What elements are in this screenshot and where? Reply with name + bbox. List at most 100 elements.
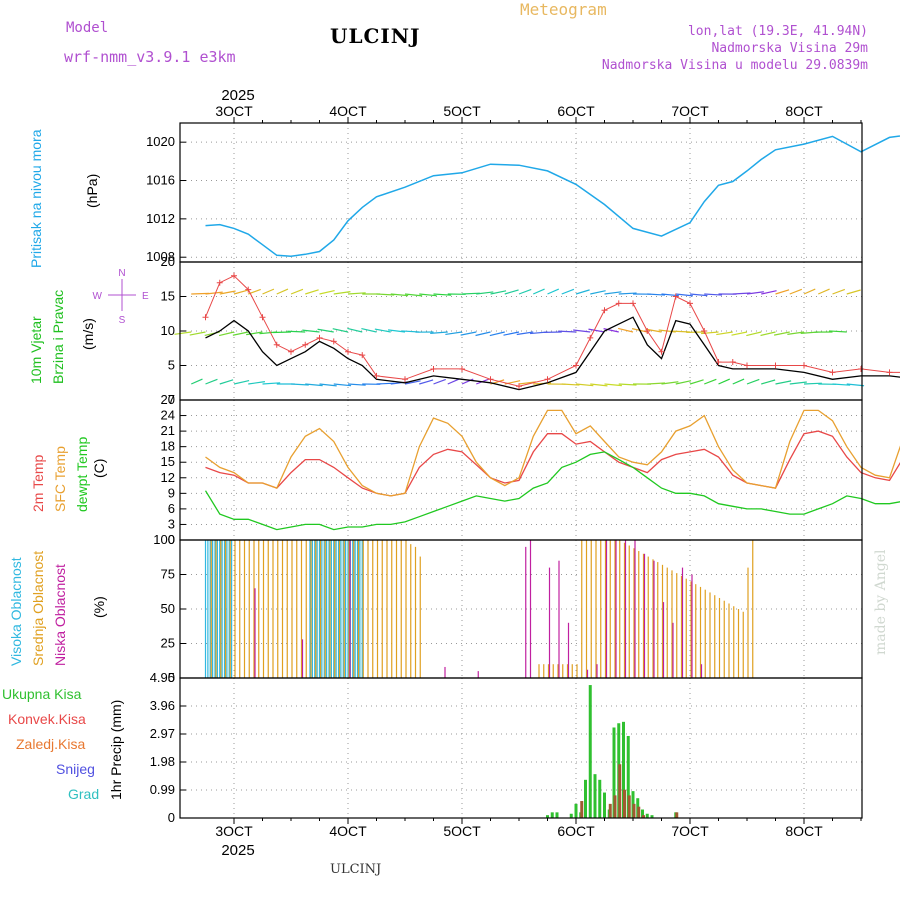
gust-marker — [715, 359, 722, 366]
gust-marker — [644, 328, 651, 334]
wind-arrow — [618, 383, 637, 386]
wind-arrow — [689, 379, 704, 385]
total-rain-bar — [598, 779, 602, 818]
wind-arrow — [218, 331, 235, 337]
gust-marker — [459, 365, 465, 372]
gust-marker — [829, 369, 836, 376]
temp-tick-label: 12 — [161, 470, 175, 485]
gust-marker — [330, 338, 337, 345]
dewpoint-line — [204, 451, 900, 531]
wind-arrow — [219, 379, 234, 385]
wind-arrow — [558, 330, 577, 333]
gust-marker — [216, 279, 223, 286]
temp-tick-label: 15 — [161, 454, 175, 469]
wind-arrow — [818, 288, 830, 295]
elevation-label: Nadmorska Visina 29m — [711, 41, 868, 56]
wind-arrow — [290, 288, 304, 295]
model-elevation-label: Nadmorska Visina u modelu 29.0839m — [601, 58, 868, 73]
wind-arrow — [447, 378, 460, 385]
wind-arrow — [832, 383, 851, 386]
wind-arrow — [262, 382, 281, 385]
wind-arrow — [287, 330, 306, 333]
gust-marker — [658, 348, 665, 355]
gust-marker — [544, 376, 551, 383]
wind-arrow — [675, 380, 692, 385]
convective-rain-bar — [627, 795, 631, 818]
wind-arrow — [445, 331, 463, 336]
wind-arrow — [789, 288, 803, 295]
wind-arrow — [233, 379, 250, 385]
wind-arrow — [604, 291, 622, 295]
cloud-tick-label: 0 — [168, 670, 175, 685]
legend-convective-rain: Konvek.Kisa — [8, 711, 86, 727]
total-rain-bar — [550, 812, 554, 818]
total-rain-bar — [555, 812, 559, 818]
compass-w: W — [93, 291, 103, 302]
wind-arrow — [347, 292, 366, 295]
wind-arrow — [561, 288, 575, 295]
convective-rain-bar — [637, 806, 641, 818]
wind-arrow — [828, 330, 847, 333]
temp-tick-label: 9 — [168, 485, 175, 500]
bottom-day-label: 4OCT — [329, 823, 367, 839]
wind-arrow — [732, 292, 751, 295]
wind-arrow — [761, 379, 776, 385]
wind-arrow — [319, 383, 337, 387]
cloud-tick-label: 25 — [161, 636, 175, 651]
bottom-day-label: 3OCT — [215, 823, 253, 839]
wind-arrow — [573, 329, 591, 333]
cloud-tick-label: 75 — [161, 567, 175, 582]
wind-arrow — [689, 293, 708, 297]
wind-arrow — [603, 328, 619, 333]
temp-tick-label: 18 — [161, 439, 175, 454]
cloud-tick-label: 50 — [161, 601, 175, 616]
total-rain-bar — [593, 774, 597, 818]
pressure-tick-label: 1012 — [146, 211, 175, 226]
gust-marker — [858, 365, 864, 372]
wind-arrow — [376, 293, 395, 296]
total-rain-bar — [650, 815, 654, 818]
wind-arrow — [846, 289, 861, 295]
gust-marker — [729, 359, 736, 366]
wind-arrow — [789, 381, 807, 385]
precip-tick-label: 1.98 — [150, 754, 175, 769]
wind-tick-label: 20 — [161, 254, 175, 269]
wind-arrow — [518, 381, 536, 385]
gust-marker — [302, 341, 309, 348]
gust-marker — [487, 376, 494, 383]
wind-arrow — [419, 293, 437, 297]
gust-marker — [801, 362, 807, 369]
total-rain-bar — [546, 815, 549, 818]
compass-n: N — [118, 268, 125, 279]
wind-arrow — [433, 293, 452, 296]
wind-arrow — [290, 383, 309, 386]
wind-arrow — [588, 328, 605, 333]
precip-tick-label: 0 — [168, 810, 175, 825]
legend-snow: Snijeg — [56, 761, 95, 777]
legend-hail: Grad — [68, 786, 100, 802]
gust-marker — [744, 362, 750, 369]
wind-arrow — [317, 328, 334, 333]
wind-arrow — [475, 331, 491, 337]
wind-arrow — [333, 291, 351, 295]
convective-rain-bar — [623, 789, 626, 818]
gust-marker — [259, 314, 266, 321]
gust-marker — [587, 334, 594, 341]
wind-arrow — [803, 382, 822, 385]
wind-arrow — [460, 331, 477, 336]
wind-arrow — [661, 381, 679, 385]
temp-tick-label: 0 — [168, 532, 175, 547]
top-year-label: 2025 — [221, 87, 254, 104]
wind-arrow — [246, 331, 263, 336]
wind-arrow — [590, 290, 606, 295]
pressure-tick-label: 1020 — [146, 134, 175, 149]
bottom-year-label: 2025 — [221, 842, 254, 859]
wind-arrow — [376, 382, 395, 385]
wind-arrow — [704, 293, 723, 296]
wind-arrow — [846, 383, 865, 387]
gust-marker — [316, 334, 323, 341]
gust-marker — [672, 293, 679, 300]
wind-arrow — [618, 292, 637, 295]
wind-arrow — [302, 329, 320, 333]
